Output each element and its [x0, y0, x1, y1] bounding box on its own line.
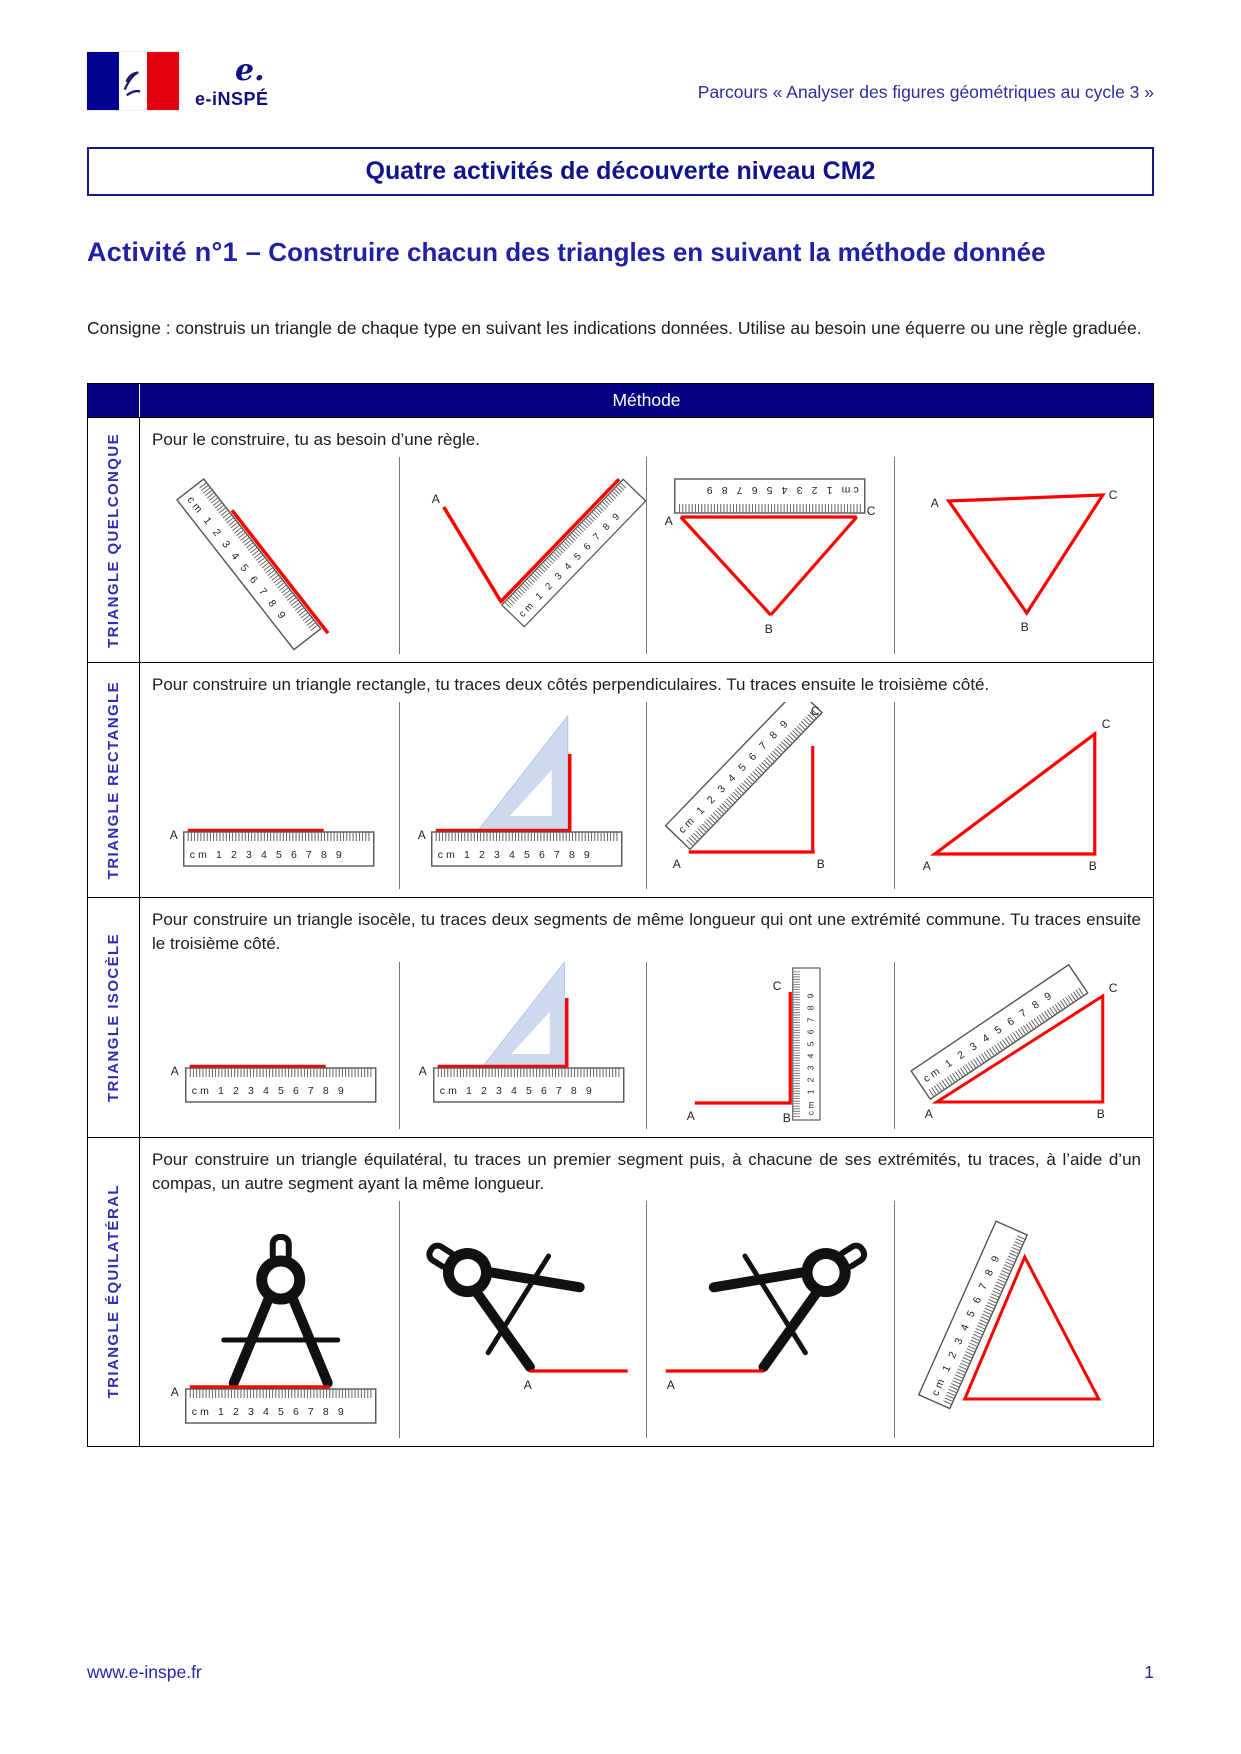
- figure-isocele-step3-vertical-side: C A B: [646, 961, 894, 1129]
- figure-quelconque-step3-third-side: A C B: [646, 457, 894, 655]
- activity-heading: Activité n°1 – Construire chacun des tri…: [87, 234, 1154, 270]
- point-label-a: A: [922, 859, 930, 873]
- point-label-c: C: [811, 704, 820, 718]
- point-label-a: A: [417, 828, 425, 842]
- point-label-a: A: [673, 857, 681, 871]
- point-label-a: A: [665, 514, 673, 528]
- row-label-text: TRIANGLE ÉQUILATÉRAL: [105, 1184, 122, 1399]
- figure-quelconque-step2-second-side: A: [398, 457, 647, 655]
- table-header-row: Méthode: [88, 384, 1153, 417]
- table-row-equilateral: TRIANGLE ÉQUILATÉRAL Pour construire un …: [88, 1136, 1153, 1446]
- figure-equilateral-step1-compass-on-ruler: A: [152, 1201, 399, 1438]
- parcours-header-text: Parcours « Analyser des figures géométri…: [697, 82, 1154, 102]
- row-label-text: TRIANGLE QUELCONQUE: [105, 432, 122, 648]
- point-label-a: A: [930, 496, 938, 510]
- marianne-figure-icon: [123, 71, 141, 97]
- row-label-quelconque: TRIANGLE QUELCONQUE: [88, 418, 140, 663]
- point-label-b: B: [1088, 859, 1096, 873]
- point-label-a: A: [171, 1385, 179, 1399]
- brand-wordmark: e. e-iNSPÉ: [195, 53, 269, 110]
- point-label-c: C: [773, 979, 782, 993]
- point-label-a: A: [667, 1378, 675, 1392]
- point-label-c: C: [1101, 717, 1110, 731]
- method-text-quelconque: Pour le construire, tu as besoin d’une r…: [152, 430, 480, 449]
- footer-site-url[interactable]: www.e-inspe.fr: [87, 1662, 202, 1682]
- row-content-equilateral: Pour construire un triangle équilatéral,…: [140, 1138, 1153, 1446]
- point-label-b: B: [783, 1111, 791, 1125]
- table-row-rectangle: TRIANGLE RECTANGLE Pour construire un tr…: [88, 662, 1153, 898]
- row-content-rectangle: Pour construire un triangle rectangle, t…: [140, 663, 1153, 897]
- figures-strip-equilateral: A A: [152, 1200, 1142, 1438]
- row-label-text: TRIANGLE ISOCÈLE: [105, 932, 122, 1102]
- point-label-b: B: [1020, 620, 1028, 634]
- page-footer: www.e-inspe.fr 1: [87, 1662, 1154, 1683]
- point-label-a: A: [418, 1064, 426, 1078]
- brand-name: e-iNSPÉ: [195, 89, 269, 109]
- row-label-equilateral: TRIANGLE ÉQUILATÉRAL: [88, 1137, 140, 1446]
- republique-francaise-flag-icon: [87, 52, 179, 110]
- consigne-text: Consigne : construis un triangle de chaq…: [87, 318, 1142, 338]
- point-label-c: C: [867, 504, 876, 518]
- figure-isocele-step2-set-square: A: [398, 961, 647, 1129]
- figure-rectangle-step4-complete: A B C: [893, 702, 1142, 890]
- point-label-b: B: [817, 857, 825, 871]
- figure-equilateral-step2-compass-left: A: [398, 1200, 647, 1438]
- point-label-a: A: [431, 492, 439, 506]
- figure-equilateral-step4-ruler-on-side: [893, 1200, 1142, 1438]
- figures-strip-quelconque: A: [152, 457, 1142, 655]
- table-header-corner: [88, 384, 140, 417]
- figure-quelconque-step1-ruler-diagonal: [152, 457, 399, 654]
- figures-strip-isocele: A A: [152, 961, 1142, 1129]
- point-label-c: C: [1108, 488, 1117, 502]
- row-content-isocele: Pour construire un triangle isocèle, tu …: [140, 898, 1153, 1136]
- figure-isocele-step4-third-side: A B C: [893, 961, 1142, 1129]
- activity-number: Activité n°1 –: [87, 237, 262, 267]
- page-header: e. e-iNSPÉ Parcours « Analyser des figur…: [87, 52, 1154, 110]
- page-number: 1: [1144, 1662, 1154, 1682]
- figure-rectangle-step1-base: A: [152, 702, 399, 889]
- figures-strip-rectangle: A A: [152, 702, 1142, 890]
- figure-equilateral-step3-compass-right: A: [646, 1200, 894, 1438]
- row-label-rectangle: TRIANGLE RECTANGLE: [88, 663, 140, 898]
- table-header-methode: Méthode: [612, 390, 681, 410]
- point-label-a: A: [924, 1107, 932, 1121]
- figure-rectangle-step3-hypotenuse: C A B: [646, 702, 894, 890]
- figure-quelconque-step4-complete: A C B: [893, 457, 1142, 655]
- title-box: Quatre activités de découverte niveau CM…: [87, 147, 1154, 196]
- point-label-a: A: [687, 1109, 695, 1123]
- method-text-isocele: Pour construire un triangle isocèle, tu …: [152, 910, 1141, 954]
- activity-title: Construire chacun des triangles en suiva…: [268, 237, 1046, 267]
- row-label-isocele: TRIANGLE ISOCÈLE: [88, 898, 140, 1137]
- method-table: Méthode TRIANGLE QUELCONQUE Pour le cons…: [87, 383, 1154, 1447]
- point-label-a: A: [171, 1064, 179, 1078]
- row-label-text: TRIANGLE RECTANGLE: [105, 681, 122, 880]
- point-label-c: C: [1108, 981, 1117, 995]
- table-row-quelconque: TRIANGLE QUELCONQUE Pour le construire, …: [88, 417, 1153, 663]
- method-text-equilateral: Pour construire un triangle équilatéral,…: [152, 1149, 1141, 1193]
- brand-mark: e.: [235, 53, 265, 88]
- method-text-rectangle: Pour construire un triangle rectangle, t…: [152, 675, 990, 695]
- page-title: Quatre activités de découverte niveau CM…: [365, 157, 876, 185]
- figure-isocele-step1-base: A: [152, 962, 399, 1129]
- e-inspe-logo: e. e-iNSPÉ: [87, 52, 269, 110]
- point-label-b: B: [765, 622, 773, 636]
- figure-rectangle-step2-set-square: A: [398, 702, 647, 890]
- row-content-quelconque: Pour le construire, tu as besoin d’une r…: [140, 418, 1153, 662]
- point-label-b: B: [1096, 1107, 1104, 1121]
- point-label-a: A: [170, 828, 178, 842]
- point-label-a: A: [523, 1378, 531, 1392]
- table-row-isocele: TRIANGLE ISOCÈLE Pour construire un tria…: [88, 897, 1153, 1137]
